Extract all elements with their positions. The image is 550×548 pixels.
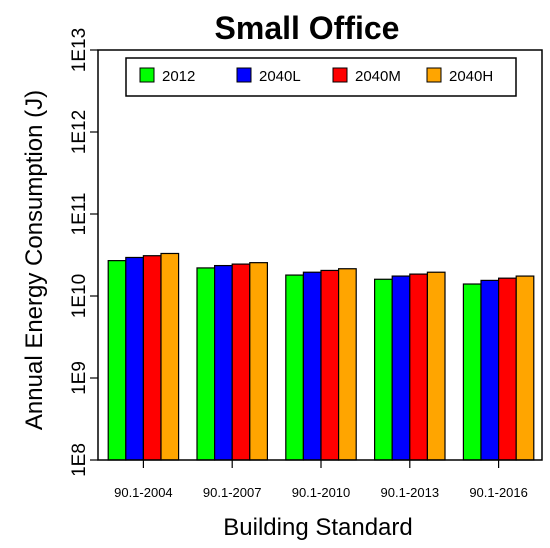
- bar-2040L-90.1-2004: [125, 256, 145, 461]
- legend-label-2040M: 2040M: [355, 68, 401, 85]
- y-tick-label: 1E13: [69, 28, 90, 72]
- bar-2040H-90.1-2010: [338, 268, 357, 461]
- y-tick-label: 1E11: [69, 193, 90, 236]
- bar-2040L-90.1-2010: [302, 271, 322, 461]
- legend-swatch-2040M: [332, 67, 348, 83]
- bar-2040M-90.1-2013: [409, 273, 428, 461]
- y-tick-label: 1E12: [69, 110, 90, 154]
- x-tick-label: 90.1-2010: [292, 485, 351, 500]
- bar-2040L-90.1-2016: [480, 279, 500, 461]
- legend-swatch-2012: [139, 67, 155, 83]
- bar-2040H-90.1-2007: [249, 262, 269, 461]
- x-tick-label: 90.1-2004: [114, 485, 173, 500]
- bar-2012-90.1-2010: [285, 274, 304, 461]
- bar-2040H-90.1-2013: [426, 271, 446, 461]
- bar-2040M-90.1-2016: [498, 277, 517, 461]
- legend-label-2040H: 2040H: [449, 68, 493, 85]
- bar-2040L-90.1-2013: [391, 275, 411, 461]
- legend-box: [125, 57, 517, 97]
- x-axis: 90.1-2004 90.1-2007 90.1-2010 90.1-2013 90.1…: [114, 460, 528, 500]
- legend-swatch-2040H: [426, 67, 442, 83]
- legend: 2012 2040L 2040M 2040H: [125, 57, 517, 97]
- x-axis-title: Building Standard: [223, 514, 412, 541]
- chart-title: Small Office: [215, 10, 400, 46]
- bar-2012-90.1-2004: [107, 260, 127, 461]
- x-tick-label: 90.1-2007: [203, 485, 262, 500]
- bar-2012-90.1-2007: [196, 267, 216, 461]
- bar-2012-90.1-2013: [374, 278, 393, 461]
- legend-label-2012: 2012: [162, 68, 195, 85]
- bar-2040M-90.1-2004: [142, 255, 162, 461]
- y-axis-title: Annual Energy Consumption (J): [21, 90, 48, 430]
- bar-2040M-90.1-2010: [320, 269, 340, 461]
- bar-2012-90.1-2016: [462, 283, 482, 461]
- x-tick-label: 90.1-2016: [469, 485, 528, 500]
- bar-2040H-90.1-2004: [160, 252, 180, 461]
- y-tick-label: 1E10: [69, 274, 90, 318]
- y-tick-label: 1E9: [69, 361, 90, 395]
- y-axis: 1E8 1E9 1E10 1E11 1E12 1E13: [69, 28, 98, 477]
- plot-frame: [97, 49, 543, 461]
- legend-label-2040L: 2040L: [259, 68, 301, 85]
- bar-2040M-90.1-2007: [231, 263, 251, 461]
- y-tick-label: 1E8: [69, 443, 90, 477]
- bars: [107, 252, 535, 461]
- bar-2040L-90.1-2007: [214, 264, 233, 461]
- bar-2040H-90.1-2016: [515, 275, 535, 461]
- x-tick-label: 90.1-2013: [381, 485, 440, 500]
- legend-swatch-2040L: [236, 67, 252, 83]
